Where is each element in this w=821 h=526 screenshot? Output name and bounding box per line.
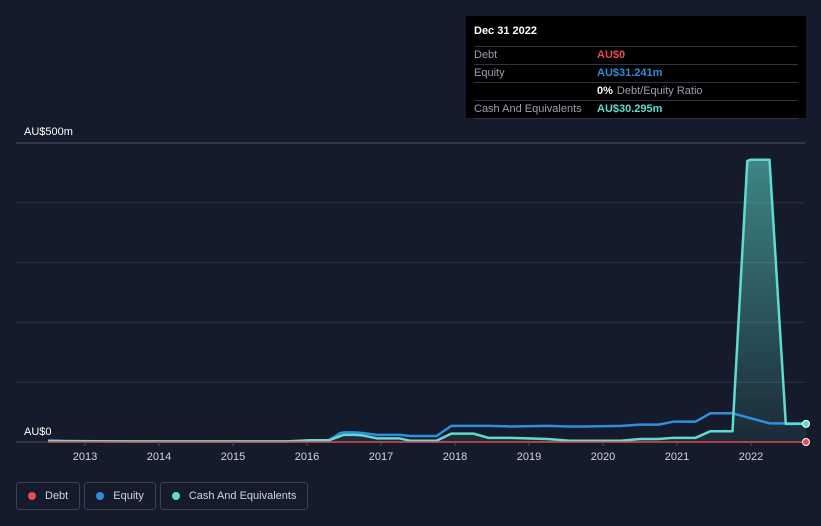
end-marker-cash [802, 419, 810, 428]
tooltip-label: Equity [474, 67, 505, 79]
legend-label: Equity [113, 490, 144, 502]
legend-dot-icon [28, 492, 36, 500]
grid [16, 142, 805, 443]
tooltip-label: Cash And Equivalents [474, 103, 582, 115]
legend: Debt Equity Cash And Equivalents [16, 482, 309, 510]
tooltip-row-debt: Debt AU$0 [474, 47, 798, 65]
x-tick-label: 2018 [443, 451, 467, 463]
tooltip-label: Debt [474, 49, 498, 61]
y-axis-bottom-label: AU$0 [24, 426, 52, 438]
legend-item-cash[interactable]: Cash And Equivalents [159, 482, 309, 510]
series-line-cash-and-equivalents [47, 158, 807, 443]
tooltip-row-equity: Equity AU$31.241m [474, 65, 798, 83]
x-tick-label: 2013 [73, 451, 97, 463]
tooltip-value-ratio: 0% [597, 85, 613, 97]
series-layer [47, 158, 810, 446]
tooltip-value-cash: AU$30.295m [597, 103, 663, 115]
tooltip-date: Dec 31 2022 [474, 24, 798, 47]
x-tick-label: 2017 [369, 451, 393, 463]
x-tick-label: 2022 [739, 451, 763, 463]
tooltip-value-equity: AU$31.241m [597, 67, 663, 79]
legend-item-equity[interactable]: Equity [84, 482, 156, 510]
x-axis: 2013 2014 2015 2016 2017 2018 2019 2020 2021 2022 [73, 442, 763, 463]
x-tick-label: 2020 [591, 451, 615, 463]
x-tick-label: 2015 [221, 451, 245, 463]
tooltip-label [474, 83, 597, 100]
legend-label: Debt [45, 490, 69, 502]
x-tick-label: 2019 [517, 451, 541, 463]
tooltip-value-debt: AU$0 [597, 49, 626, 61]
tooltip-ratio-caption: Debt/Equity Ratio [616, 85, 703, 97]
y-axis-top-label: AU$500m [24, 126, 73, 138]
legend-dot-icon [96, 492, 105, 500]
x-tick-label: 2016 [295, 451, 319, 463]
tooltip-panel: Dec 31 2022 Debt AU$0 Equity AU$31.241m … [466, 16, 806, 119]
tooltip-row-ratio: 0% Debt/Equity Ratio [474, 83, 798, 101]
legend-label: Cash And Equivalents [188, 490, 297, 502]
cash-area-fill [48, 159, 807, 442]
tooltip-row-cash: Cash And Equivalents AU$30.295m [474, 101, 798, 119]
legend-item-debt[interactable]: Debt [16, 482, 81, 510]
legend-dot-icon [171, 492, 180, 500]
x-tick-label: 2014 [147, 451, 171, 463]
end-marker-debt [802, 438, 810, 446]
x-tick-label: 2021 [665, 451, 689, 463]
